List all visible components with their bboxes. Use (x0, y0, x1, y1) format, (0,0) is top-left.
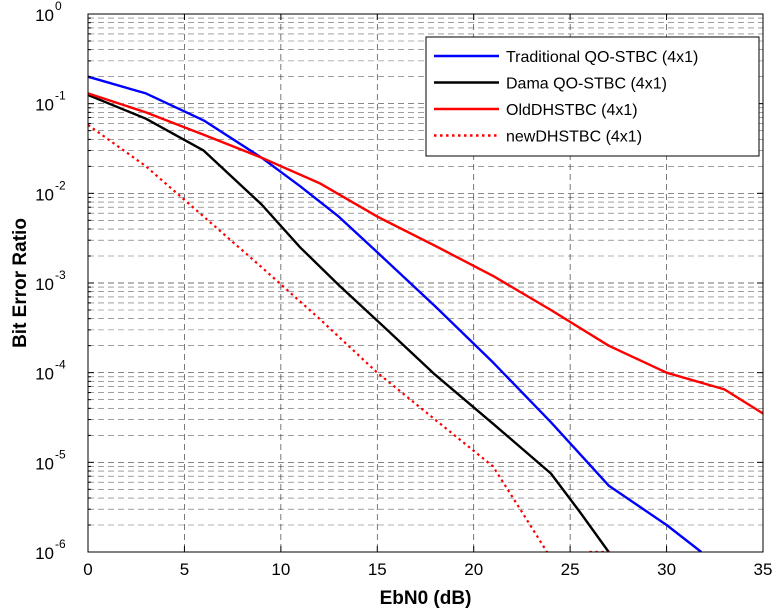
ticks-layer (87, 13, 764, 553)
y-tick-label-base: 10 (35, 454, 54, 473)
y-tick-label-base: 10 (35, 185, 54, 204)
x-axis-title: EbN0 (dB) (380, 588, 472, 609)
y-tick-label-base: 10 (35, 544, 54, 563)
legend-label: Traditional QO-STBC (4x1) (506, 49, 698, 66)
series-line (88, 124, 548, 552)
x-tick-label: 0 (83, 560, 92, 579)
x-tick-label: 30 (657, 560, 676, 579)
y-tick-label-base: 10 (35, 365, 54, 384)
y-tick-label-exponent: -1 (55, 89, 66, 103)
series-layer (88, 75, 763, 552)
legend: Traditional QO-STBC (4x1) Dama QO-STBC (4… (425, 36, 760, 157)
y-tick-label-base: 10 (35, 96, 54, 115)
y-tick-label-exponent: -3 (55, 268, 66, 282)
legend-label: OldDHSTBC (4x1) (506, 102, 638, 119)
series-line (88, 75, 703, 552)
legend-label: newDHSTBC (4x1) (506, 129, 642, 146)
y-tick-label-exponent: -6 (55, 537, 66, 551)
y-axis-title: Bit Error Ratio (10, 218, 31, 348)
y-tick-label-exponent: -5 (55, 447, 66, 461)
series-line (88, 93, 610, 552)
y-tick-label-exponent: -4 (55, 358, 66, 372)
series-line (88, 92, 763, 415)
x-tick-label: 35 (754, 560, 773, 579)
tick-labels: 0 5 10 15 20 25 30 3510-610-510-410-310-210-110… (35, 0, 772, 579)
y-tick-label-exponent: -2 (55, 178, 66, 192)
x-tick-label: 25 (561, 560, 580, 579)
legend-label: Dama QO-STBC (4x1) (506, 76, 667, 93)
y-tick-label-base: 10 (35, 275, 54, 294)
x-tick-label: 15 (368, 560, 387, 579)
x-tick-label: 10 (271, 560, 290, 579)
x-tick-label: 5 (180, 560, 189, 579)
y-tick-label-exponent: 0 (55, 0, 62, 13)
x-tick-label: 20 (464, 560, 483, 579)
y-tick-label-base: 10 (35, 6, 54, 25)
